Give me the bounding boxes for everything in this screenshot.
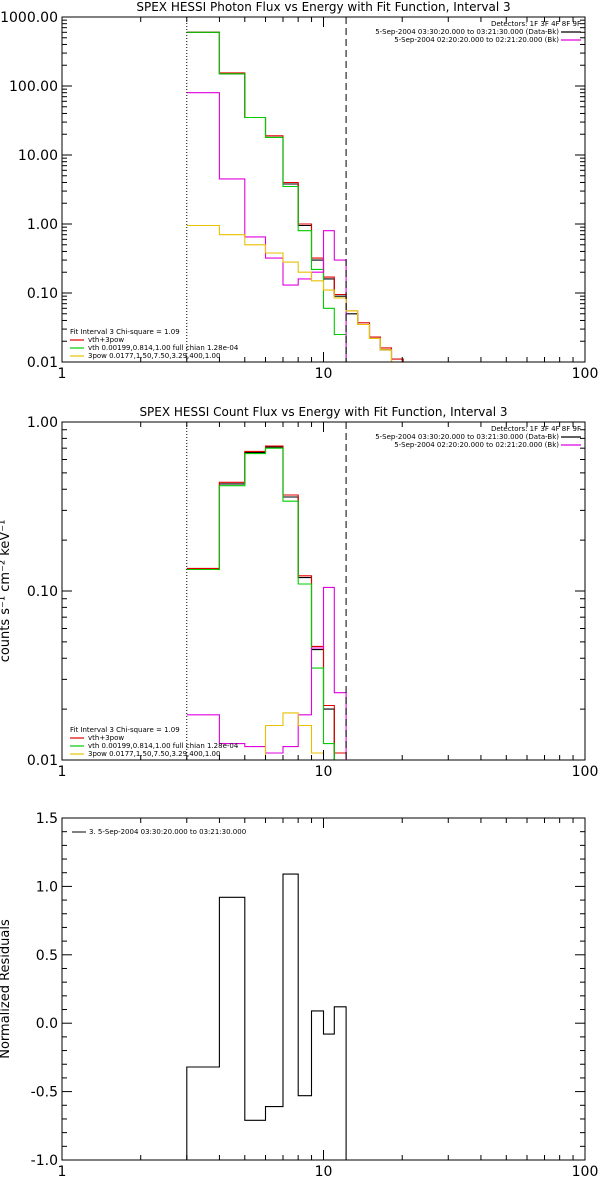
x-tick-label: 1: [58, 366, 67, 382]
legend-entry: 5-Sep-2004 02:20:20.000 to 02:21:20.000 …: [394, 441, 559, 449]
legend-entry: 3pow 0.0177,1.50,7.50,3.29,400,1.00: [88, 352, 220, 360]
series-line-3: [186, 31, 347, 362]
y-tick-label: 0.0: [36, 1016, 58, 1032]
plot-frame: [61, 16, 586, 363]
y-tick-label: 1000.00: [0, 10, 58, 26]
series-line-1: [186, 446, 347, 761]
series-line-4: [186, 586, 347, 760]
x-tick-label: 100: [572, 764, 599, 780]
y-tick-label: 0.10: [27, 584, 58, 600]
legend-entry: 3pow 0.0177,1.50,7.50,3.29,400,1.00: [88, 750, 220, 758]
y-tick-label: 1.00: [27, 415, 58, 431]
chart-title: SPEX HESSI Count Flux vs Energy with Fit…: [139, 405, 507, 419]
chart-panel-3: 1 10 100 1.5 1.0 0.5 0.0 -0.5 -1.0 Normalized Res…: [0, 811, 598, 1180]
y-axis-label: Normalized Residuals: [0, 919, 13, 1059]
series-line-2: [186, 445, 347, 760]
x-tick-label: 100: [572, 366, 599, 382]
series-line-5: [186, 224, 404, 363]
y-tick-label: -1.0: [31, 1153, 58, 1169]
legend-entry: Fit Interval 3 Chi-square = 1.09: [70, 328, 180, 336]
legend-entry: 5-Sep-2004 02:20:20.000 to 02:21:20.000 …: [394, 36, 559, 44]
chart-panel-2: SPEX HESSI Count Flux vs Energy with Fit…: [0, 405, 598, 780]
legend-entry: 5-Sep-2004 03:30:20.000 to 03:21:30.000 …: [375, 433, 559, 441]
series-line-2: [186, 31, 404, 362]
x-tick-label: 1: [58, 1164, 67, 1180]
legend-entry: vth 0.00199,0.814,1.00 full chian 1.28e-…: [88, 742, 239, 750]
x-tick-label: 10: [315, 1164, 333, 1180]
x-tick-label: 10: [315, 764, 333, 780]
y-tick-label: 1.00: [27, 217, 58, 233]
x-tick-label: 10: [315, 366, 333, 382]
legend-entry: vth+3pow: [88, 734, 124, 742]
series-line-1: [186, 31, 404, 363]
detectors-label: Detectors: 1F 3F 4F 8F 9F: [491, 425, 581, 433]
series-line-3: [186, 447, 347, 761]
y-tick-label: 0.01: [27, 753, 58, 769]
y-tick-label: 0.5: [36, 948, 58, 964]
chart-panel-1: SPEX HESSI Photon Flux vs Energy with Fi…: [0, 0, 598, 382]
y-tick-label: 100.00: [9, 79, 58, 95]
chart-title: SPEX HESSI Photon Flux vs Energy with Fi…: [136, 0, 510, 14]
series-line-4: [186, 92, 347, 362]
y-tick-label: 1.0: [36, 879, 58, 895]
legend-entry: vth 0.00199,0.814,1.00 full chian 1.28e-…: [88, 344, 239, 352]
series-line-1: [186, 873, 347, 1160]
y-tick-label: 0.01: [27, 355, 58, 371]
y-axis-label: counts s⁻¹ cm⁻² keV⁻¹: [0, 520, 13, 663]
y-tick-label: -0.5: [31, 1085, 58, 1101]
legend-entry: vth+3pow: [88, 336, 124, 344]
legend-entry: Fit Interval 3 Chi-square = 1.09: [70, 726, 180, 734]
legend-entry: 5-Sep-2004 03:30:20.000 to 03:21:30.000 …: [375, 28, 559, 36]
plot-frame: [61, 817, 586, 1161]
x-tick-label: 1: [58, 764, 67, 780]
y-tick-label: 1.5: [36, 811, 58, 827]
y-tick-label: 10.00: [18, 148, 58, 164]
legend-entry: 3. 5-Sep-2004 03:30:20.000 to 03:21:30.0…: [89, 828, 246, 836]
y-tick-label: 0.10: [27, 286, 58, 302]
detectors-label: Detectors: 1F 3F 4F 8F 9F: [491, 20, 581, 28]
x-tick-label: 100: [572, 1164, 599, 1180]
